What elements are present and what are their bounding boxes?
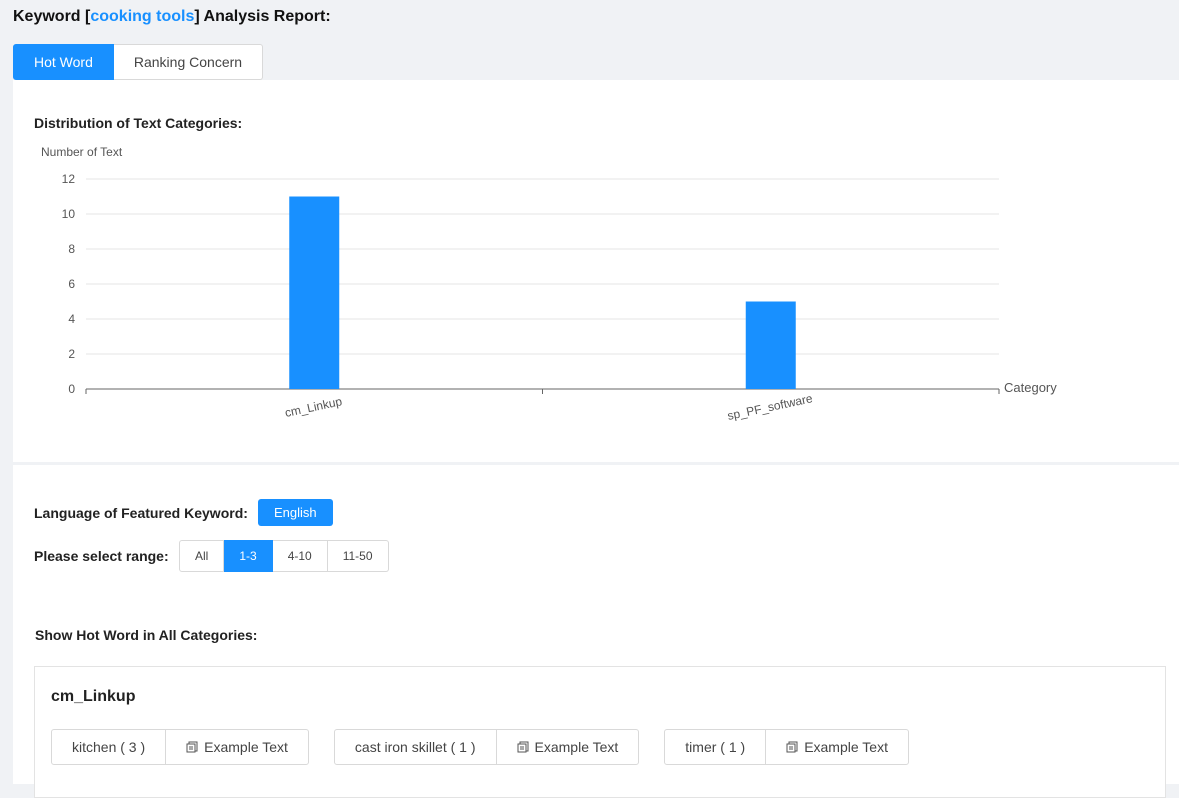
example-text-button[interactable]: Example Text <box>766 730 908 764</box>
y-axis-label: Number of Text <box>41 145 123 159</box>
x-tick-label: cm_Linkup <box>284 394 344 420</box>
title-prefix: Keyword [ <box>13 8 91 25</box>
y-tick-label: 0 <box>68 382 75 396</box>
category-card: cm_Linkup kitchen ( 3 ) Example Text cas… <box>34 666 1166 798</box>
title-suffix: ] Analysis Report: <box>194 8 331 25</box>
y-tick-label: 6 <box>68 277 75 291</box>
y-tick-label: 8 <box>68 242 75 256</box>
x-axis-label: Category <box>1004 380 1057 395</box>
category-title: cm_Linkup <box>51 688 136 705</box>
hot-word-button[interactable]: cast iron skillet ( 1 ) <box>335 730 497 764</box>
language-english-button[interactable]: English <box>258 499 333 526</box>
range-selector: All 1-3 4-10 11-50 <box>179 540 389 572</box>
range-4-10-button[interactable]: 4-10 <box>272 540 328 572</box>
filter-panel: Language of Featured Keyword: English Pl… <box>13 465 1179 798</box>
range-all-button[interactable]: All <box>179 540 225 572</box>
range-11-50-button[interactable]: 11-50 <box>327 540 389 572</box>
example-text-button[interactable]: Example Text <box>497 730 639 764</box>
tab-hot-word[interactable]: Hot Word <box>13 44 114 80</box>
bar-cm_Linkup <box>289 196 340 389</box>
hot-word-chip: cast iron skillet ( 1 ) Example Text <box>333 729 640 765</box>
example-text-label: Example Text <box>534 739 619 755</box>
x-tick-label: sp_PF_software <box>726 391 814 423</box>
hot-word-section-label: Show Hot Word in All Categories: <box>35 627 258 643</box>
y-tick-label: 4 <box>68 312 75 326</box>
copy-document-icon <box>786 741 798 753</box>
hot-word-chip: timer ( 1 ) Example Text <box>664 729 909 765</box>
range-1-3-button[interactable]: 1-3 <box>224 540 273 572</box>
example-text-button[interactable]: Example Text <box>166 730 308 764</box>
title-keyword: cooking tools <box>90 8 195 25</box>
range-label: Please select range: <box>34 548 169 564</box>
example-text-label: Example Text <box>204 739 288 755</box>
copy-document-icon <box>517 741 529 753</box>
tab-ranking-concern[interactable]: Ranking Concern <box>113 44 264 80</box>
page-title: Keyword [cooking tools] Analysis Report: <box>13 8 331 26</box>
copy-document-icon <box>186 741 198 753</box>
hot-word-list: kitchen ( 3 ) Example Text cast iron ski… <box>51 729 909 765</box>
report-tabs: Hot Word Ranking Concern <box>13 44 264 80</box>
y-tick-label: 2 <box>68 347 75 361</box>
hot-word-button[interactable]: kitchen ( 3 ) <box>52 730 167 764</box>
language-label: Language of Featured Keyword: <box>34 505 248 521</box>
hot-word-button[interactable]: timer ( 1 ) <box>665 730 767 764</box>
bar-sp_PF_software <box>745 301 796 389</box>
hot-word-chip: kitchen ( 3 ) Example Text <box>51 729 309 765</box>
example-text-label: Example Text <box>804 739 888 755</box>
y-tick-label: 10 <box>62 207 76 221</box>
category-distribution-chart: Number of Text 0 2 4 6 8 10 12 cm_Linkup sp_PF_so… <box>41 145 1057 423</box>
chart-section-label: Distribution of Text Categories: <box>34 115 243 131</box>
chart-panel: Distribution of Text Categories: Number … <box>13 80 1179 462</box>
y-tick-label: 12 <box>62 172 76 186</box>
